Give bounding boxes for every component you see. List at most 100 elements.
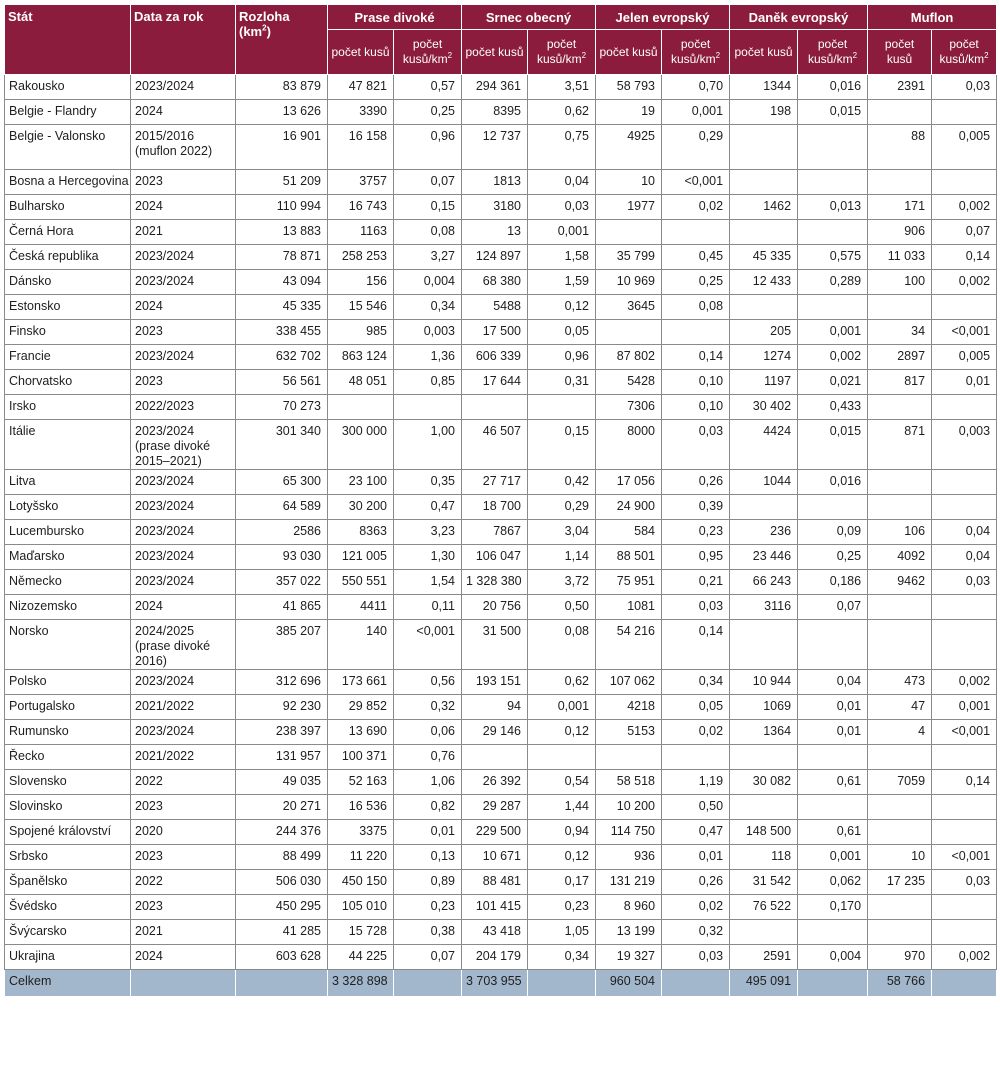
cell-density: <0,001 <box>393 619 462 670</box>
cell-count: 15 546 <box>327 294 394 320</box>
cell-density: 0,02 <box>661 719 731 745</box>
cell-count <box>867 394 933 420</box>
cell-count: 17 500 <box>461 319 528 345</box>
cell-year: 2022 <box>130 869 236 895</box>
cell-area: 65 300 <box>235 469 328 495</box>
cell-density: 0,25 <box>797 544 869 570</box>
cell-density: 0,015 <box>797 99 869 125</box>
cell-density: 0,001 <box>797 844 869 870</box>
cell-area: 632 702 <box>235 344 328 370</box>
cell-state: Řecko <box>4 744 131 770</box>
cell-density: <0,001 <box>931 719 998 745</box>
header-row: Stát Data za rok Rozloha (km2) Prase div… <box>4 4 998 75</box>
cell-count: 450 150 <box>327 869 394 895</box>
cell-density: 0,47 <box>661 819 731 845</box>
cell-density <box>797 219 869 245</box>
cell-state: Nizozemsko <box>4 594 131 620</box>
cell-density: 0,08 <box>526 619 597 670</box>
cell-year: 2023/2024 <box>130 269 236 295</box>
cell-area: 603 628 <box>235 944 328 970</box>
cell-area: 51 209 <box>235 169 328 195</box>
cell-density: <0,001 <box>661 169 731 195</box>
cell-count: 156 <box>327 269 394 295</box>
cell-count: 58 793 <box>595 74 663 100</box>
cell-state: Švýcarsko <box>4 919 131 945</box>
cell-state: Estonsko <box>4 294 131 320</box>
subheader-density: počet kusů/km2 <box>797 29 869 75</box>
cell-density: 0,002 <box>931 269 998 295</box>
cell-count: 5488 <box>461 294 528 320</box>
cell-density: 0,001 <box>931 694 998 720</box>
cell-count: 4424 <box>729 419 799 470</box>
cell-count: 101 415 <box>461 894 528 920</box>
total-density <box>931 969 998 997</box>
subheader-density: počet kusů/km2 <box>393 29 462 75</box>
cell-density: 0,005 <box>931 344 998 370</box>
cell-density: 0,01 <box>931 369 998 395</box>
cell-count <box>867 99 933 125</box>
cell-count: 1163 <box>327 219 394 245</box>
cell-count: 1044 <box>729 469 799 495</box>
cell-count: 100 <box>867 269 933 295</box>
table-row: Dánsko 2023/2024 43 094 156 0,004 68 380 1,59 1… <box>4 269 998 295</box>
cell-density: 0,002 <box>931 944 998 970</box>
cell-density: 0,96 <box>526 344 597 370</box>
total-density <box>393 969 462 997</box>
cell-count: 17 644 <box>461 369 528 395</box>
cell-year: 2022 <box>130 769 236 795</box>
cell-count: 3116 <box>729 594 799 620</box>
cell-count: 114 750 <box>595 819 663 845</box>
cell-density: 0,05 <box>661 694 731 720</box>
cell-density: 0,04 <box>797 669 869 695</box>
cell-count: 7059 <box>867 769 933 795</box>
cell-area: 20 271 <box>235 794 328 820</box>
cell-density: 0,34 <box>393 294 462 320</box>
subheader-count: počet kusů <box>461 29 528 75</box>
cell-state: Spojené království <box>4 819 131 845</box>
cell-density: 0,03 <box>931 74 998 100</box>
cell-density: 0,96 <box>393 124 462 170</box>
total-density <box>797 969 869 997</box>
cell-year: 2023/2024 <box>130 569 236 595</box>
cell-year: 2024/2025 (prase divoké 2016) <box>130 619 236 670</box>
cell-density: 1,19 <box>661 769 731 795</box>
cell-count: 31 542 <box>729 869 799 895</box>
cell-density: 0,03 <box>661 594 731 620</box>
cell-state: Německo <box>4 569 131 595</box>
cell-count: 229 500 <box>461 819 528 845</box>
cell-density <box>931 594 998 620</box>
cell-area: 13 883 <box>235 219 328 245</box>
cell-count <box>867 619 933 670</box>
table-row: Řecko 2021/2022 131 957 100 371 0,76 <box>4 744 998 770</box>
cell-state: Lotyšsko <box>4 494 131 520</box>
cell-state: Srbsko <box>4 844 131 870</box>
table-row: Maďarsko 2023/2024 93 030 121 005 1,30 106 04… <box>4 544 998 570</box>
table-row: Lucembursko 2023/2024 2586 8363 3,23 7867 3,04… <box>4 519 998 545</box>
total-label: Celkem <box>4 969 131 997</box>
cell-count: 124 897 <box>461 244 528 270</box>
cell-density: 0,29 <box>526 494 597 520</box>
cell-count <box>729 219 799 245</box>
cell-area: 312 696 <box>235 669 328 695</box>
cell-area: 83 879 <box>235 74 328 100</box>
cell-density <box>526 394 597 420</box>
total-density <box>661 969 731 997</box>
cell-state: Slovensko <box>4 769 131 795</box>
cell-density: 0,01 <box>661 844 731 870</box>
cell-density: 0,12 <box>526 294 597 320</box>
cell-density: 0,23 <box>393 894 462 920</box>
cell-area: 13 626 <box>235 99 328 125</box>
cell-density: 0,61 <box>797 819 869 845</box>
cell-count: 26 392 <box>461 769 528 795</box>
cell-density: 0,31 <box>526 369 597 395</box>
table-row: Švédsko 2023 450 295 105 010 0,23 101 415 0,23… <box>4 894 998 920</box>
cell-state: Finsko <box>4 319 131 345</box>
cell-area: 338 455 <box>235 319 328 345</box>
cell-density: 0,29 <box>661 124 731 170</box>
cell-density: 0,38 <box>393 919 462 945</box>
cell-count <box>461 394 528 420</box>
cell-density <box>931 894 998 920</box>
cell-count: 3645 <box>595 294 663 320</box>
cell-density <box>393 394 462 420</box>
cell-area: 2586 <box>235 519 328 545</box>
